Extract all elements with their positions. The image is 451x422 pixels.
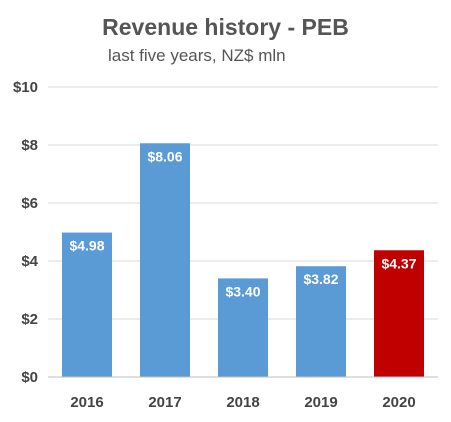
bar-2016 (62, 232, 112, 377)
data-label-2019: $3.82 (303, 271, 338, 287)
bar-2020 (374, 250, 424, 377)
bar-2019 (296, 266, 346, 377)
x-tick-label: 2019 (304, 394, 337, 411)
x-tick-label: 2020 (382, 394, 415, 411)
bar-2017 (140, 143, 190, 377)
chart-title: Revenue history - PEB (102, 14, 349, 40)
data-label-2016: $4.98 (69, 238, 104, 254)
y-tick-label: $10 (13, 79, 38, 96)
bar-2018 (218, 278, 268, 377)
data-label-2020: $4.37 (381, 255, 416, 271)
x-tick-label: 2018 (226, 394, 259, 411)
data-label-2017: $8.06 (147, 148, 182, 164)
data-label-2018: $3.40 (225, 283, 260, 299)
y-tick-label: $8 (21, 137, 38, 154)
chart-subtitle: last five years, NZ$ mln (108, 46, 286, 65)
y-tick-label: $2 (21, 311, 38, 328)
y-tick-label: $4 (21, 253, 38, 270)
x-tick-label: 2016 (70, 394, 103, 411)
x-tick-label: 2017 (148, 394, 181, 411)
y-tick-label: $0 (21, 369, 38, 386)
y-tick-label: $6 (21, 195, 38, 212)
